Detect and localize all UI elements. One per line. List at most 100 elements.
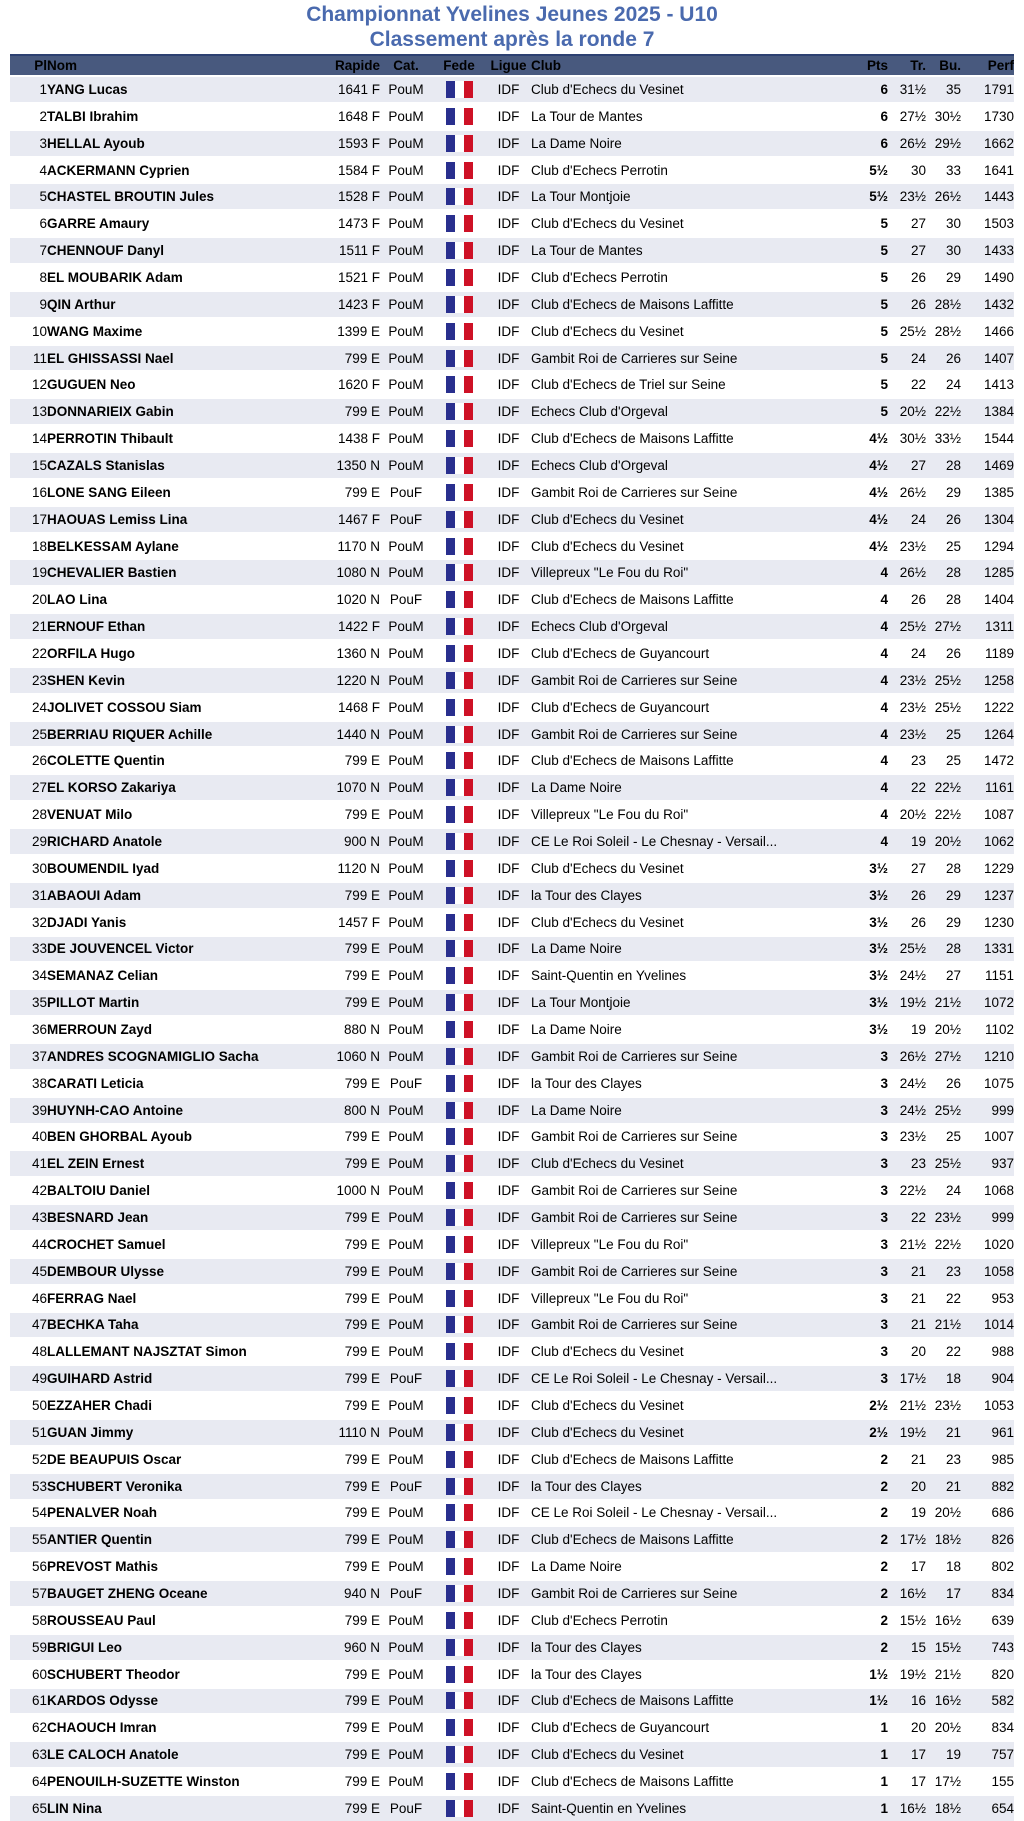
france-flag-icon	[445, 1074, 473, 1092]
cell-pts: 4	[862, 719, 888, 748]
cell-rapide: 1423 F	[330, 289, 380, 318]
cell-tr: 16	[888, 1686, 926, 1715]
table-row: 3 HELLAL Ayoub 1593 F PouM IDF La Dame Noire 6…	[10, 128, 1014, 157]
table-row: 4 ACKERMANN Cyprien 1584 F PouM IDF Club d'Ec…	[10, 155, 1014, 184]
cell-pl: 29	[10, 827, 47, 855]
cell-bu: 22½	[926, 397, 961, 426]
cell-perf: 1407	[961, 343, 1014, 372]
cell-cat: PouM	[380, 558, 432, 587]
cell-cat: PouM	[380, 692, 432, 721]
cell-pl: 4	[10, 155, 47, 184]
cell-perf: 802	[961, 1552, 1014, 1581]
cell-bu: 27½	[926, 1041, 961, 1070]
cell-pts: 4	[862, 612, 888, 641]
cell-fede	[432, 1794, 486, 1821]
cell-pts: 6	[862, 128, 888, 157]
cell-pl: 40	[10, 1122, 47, 1151]
cell-perf: 1304	[961, 504, 1014, 533]
cell-pts: 2	[862, 1525, 888, 1554]
cell-perf: 1490	[961, 263, 1014, 291]
cell-nom: CHAOUCH Imran	[47, 1713, 330, 1742]
cell-club: Echecs Club d'Orgeval	[531, 612, 862, 641]
cell-rapide: 799 E	[330, 988, 380, 1017]
cell-rapide: 1170 N	[330, 531, 380, 560]
cell-pl: 42	[10, 1176, 47, 1205]
cell-bu: 29	[926, 263, 961, 291]
cell-cat: PouM	[380, 719, 432, 748]
cell-pl: 7	[10, 236, 47, 265]
cell-nom: ABAOUI Adam	[47, 880, 330, 909]
cell-rapide: 960 N	[330, 1632, 380, 1661]
cell-cat: PouM	[380, 853, 432, 882]
cell-perf: 937	[961, 1149, 1014, 1178]
table-row: 41 EL ZEIN Ernest 799 E PouM IDF Club d'Echec…	[10, 1149, 1014, 1178]
cell-perf: 1053	[961, 1391, 1014, 1419]
cell-ligue: IDF	[486, 907, 531, 936]
standings-body: 1 YANG Lucas 1641 F PouM IDF Club d'Echecs du…	[10, 75, 1014, 1821]
cell-perf: 1072	[961, 988, 1014, 1017]
cell-pl: 36	[10, 1015, 47, 1043]
cell-pts: 4½	[862, 477, 888, 506]
cell-fede	[432, 692, 486, 721]
cell-bu: 22½	[926, 773, 961, 802]
cell-ligue: IDF	[486, 639, 531, 667]
cell-rapide: 1000 N	[330, 1176, 380, 1205]
cell-rapide: 880 N	[330, 1015, 380, 1043]
cell-fede	[432, 1256, 486, 1285]
cell-tr: 23½	[888, 1122, 926, 1151]
cell-cat: PouM	[380, 612, 432, 641]
cell-ligue: IDF	[486, 289, 531, 318]
cell-fede	[432, 1149, 486, 1178]
cell-pts: 2	[862, 1552, 888, 1581]
france-flag-icon	[445, 1209, 473, 1227]
cell-pts: 6	[862, 101, 888, 130]
cell-tr: 22	[888, 1203, 926, 1231]
cell-bu: 18½	[926, 1525, 961, 1554]
table-row: 1 YANG Lucas 1641 F PouM IDF Club d'Echecs du…	[10, 75, 1014, 103]
cell-rapide: 1020 N	[330, 585, 380, 614]
table-row: 52 DE BEAUPUIS Oscar 799 E PouM IDF Club d'Ec…	[10, 1444, 1014, 1473]
cell-pl: 5	[10, 182, 47, 211]
cell-fede	[432, 182, 486, 211]
cell-pts: 2½	[862, 1391, 888, 1419]
cell-cat: PouM	[380, 1444, 432, 1473]
cell-nom: DJADI Yanis	[47, 907, 330, 936]
cell-club: la Tour des Clayes	[531, 1471, 862, 1500]
column-header-rapide: Rapide	[330, 54, 380, 76]
cell-cat: PouM	[380, 1659, 432, 1688]
cell-club: Gambit Roi de Carrieres sur Seine	[531, 665, 862, 694]
cell-ligue: IDF	[486, 800, 531, 829]
cell-pts: 5	[862, 263, 888, 291]
cell-club: CE Le Roi Soleil - Le Chesnay - Versail.…	[531, 1364, 862, 1393]
cell-pts: 4	[862, 585, 888, 614]
cell-fede	[432, 1552, 486, 1581]
cell-perf: 1404	[961, 585, 1014, 614]
cell-ligue: IDF	[486, 585, 531, 614]
france-flag-icon	[445, 671, 473, 689]
cell-tr: 27	[888, 236, 926, 265]
france-flag-icon	[445, 1101, 473, 1119]
cell-bu: 28	[926, 451, 961, 479]
france-flag-icon	[445, 1235, 473, 1253]
cell-tr: 23	[888, 1149, 926, 1178]
cell-nom: BAUGET ZHENG Oceane	[47, 1579, 330, 1607]
cell-pl: 19	[10, 558, 47, 587]
cell-cat: PouM	[380, 1256, 432, 1285]
cell-cat: PouM	[380, 1149, 432, 1178]
cell-ligue: IDF	[486, 880, 531, 909]
cell-rapide: 799 E	[330, 1552, 380, 1581]
cell-pl: 15	[10, 451, 47, 479]
cell-rapide: 940 N	[330, 1579, 380, 1607]
france-flag-icon	[445, 1800, 473, 1818]
table-row: 62 CHAOUCH Imran 799 E PouM IDF Club d'Echecs…	[10, 1713, 1014, 1742]
cell-ligue: IDF	[486, 1794, 531, 1821]
cell-fede	[432, 1579, 486, 1607]
cell-rapide: 799 E	[330, 1310, 380, 1339]
cell-ligue: IDF	[486, 155, 531, 184]
cell-nom: HAOUAS Lemiss Lina	[47, 504, 330, 533]
cell-club: Gambit Roi de Carrieres sur Seine	[531, 719, 862, 748]
cell-perf: 1503	[961, 209, 1014, 238]
cell-club: Club d'Echecs Perrotin	[531, 1605, 862, 1634]
cell-pl: 21	[10, 612, 47, 641]
cell-nom: GUIHARD Astrid	[47, 1364, 330, 1393]
